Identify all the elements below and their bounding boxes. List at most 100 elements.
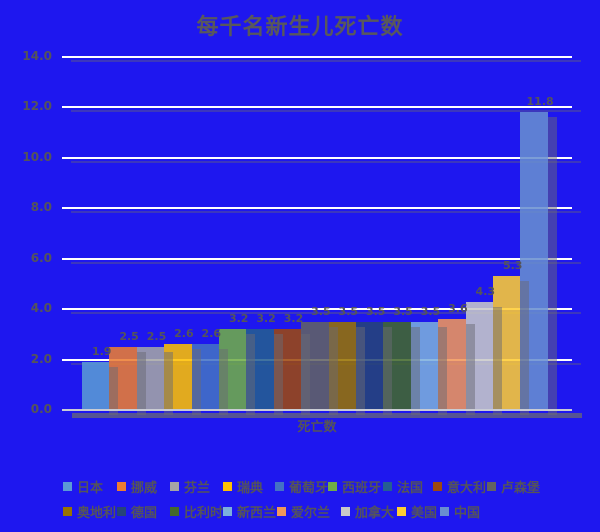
legend-swatch	[170, 482, 179, 491]
data-label: 3.5	[365, 304, 386, 318]
legend-item-葡萄牙: 葡萄牙	[275, 479, 329, 496]
chart-title: 每千名新生儿死亡数	[196, 14, 404, 40]
gridline	[62, 308, 572, 311]
legend-label: 中国	[454, 506, 481, 521]
legend-label: 葡萄牙	[289, 481, 329, 496]
legend-item-法国: 法国	[383, 479, 424, 496]
x-axis-shadow	[72, 413, 582, 418]
legend-item-卢森堡: 卢森堡	[487, 479, 541, 496]
gridline	[62, 207, 572, 210]
y-tick-label: 12.0	[22, 99, 52, 114]
legend-swatch	[487, 482, 496, 491]
legend-item-爱尔兰: 爱尔兰	[277, 504, 331, 521]
data-label: 2.6	[174, 327, 194, 341]
y-tick-label: 10.0	[22, 149, 52, 164]
bar-shadow	[273, 334, 283, 415]
bar-shadow	[219, 349, 228, 415]
bar-日本	[82, 362, 110, 410]
legend-swatch	[117, 507, 126, 516]
legend-label: 挪威	[131, 481, 158, 496]
x-axis-line	[62, 409, 572, 411]
legend-swatch	[328, 482, 337, 491]
legend-label: 日本	[77, 481, 104, 496]
y-tick-label: 4.0	[30, 301, 52, 316]
legend-swatch	[383, 482, 392, 491]
legend-label: 卢森堡	[501, 481, 541, 496]
legend-item-瑞典: 瑞典	[223, 479, 264, 496]
legend-label: 爱尔兰	[291, 506, 331, 521]
legend-item-芬兰: 芬兰	[170, 479, 211, 496]
data-label: 3.5	[420, 304, 441, 318]
data-label: 3.6	[448, 302, 468, 316]
legend-swatch	[397, 507, 406, 516]
legend-label: 芬兰	[184, 481, 211, 496]
legend-label: 西班牙	[342, 481, 382, 496]
legend-swatch	[277, 507, 286, 516]
legend-swatch	[170, 507, 179, 516]
y-tick-label: 14.0	[22, 49, 52, 63]
bar-shadow	[246, 334, 256, 415]
bar-shadow	[547, 117, 557, 415]
legend-label: 德国	[131, 506, 158, 521]
bar-shadow	[383, 326, 393, 415]
data-label: 1.9	[91, 345, 112, 359]
bar-shadow	[356, 326, 365, 415]
legend-swatch	[223, 507, 232, 516]
legend-label: 奥地利	[77, 506, 117, 521]
bar-shadow	[301, 334, 311, 415]
y-tick-label: 0.0	[30, 402, 52, 416]
y-tick-label: 8.0	[30, 200, 52, 215]
legend-item-新西兰: 新西兰	[223, 504, 277, 521]
bar-shadow	[109, 367, 119, 415]
legend-swatch	[275, 482, 284, 491]
x-axis-title: 死亡数	[297, 420, 337, 435]
bar-shadow	[493, 306, 502, 415]
legend-item-奥地利: 奥地利	[63, 504, 117, 521]
y-tick-label: 6.0	[30, 250, 52, 265]
legend-label: 新西兰	[237, 506, 277, 521]
bar-shadow	[164, 351, 174, 415]
bar-shadow	[438, 326, 448, 415]
bar-shadow	[520, 281, 530, 415]
data-label: 11.8	[526, 95, 554, 109]
data-label: 5.3	[502, 259, 523, 273]
data-label: 2.5	[119, 329, 139, 343]
data-label: 4.3	[475, 284, 496, 298]
legend-item-挪威: 挪威	[117, 479, 158, 496]
legend-item-日本: 日本	[63, 479, 104, 496]
gridline	[62, 156, 572, 159]
legend-label: 意大利	[447, 481, 487, 496]
legend-swatch	[117, 482, 126, 491]
data-label: 2.6	[201, 327, 222, 341]
gridline	[62, 56, 572, 58]
bar-shadow	[465, 324, 475, 415]
bar-shadow	[410, 326, 420, 415]
legend-label: 瑞典	[237, 481, 264, 496]
data-label: 2.5	[146, 329, 167, 343]
legend-label: 加拿大	[355, 506, 395, 521]
gridline	[62, 257, 572, 260]
bar-shadow	[136, 351, 146, 415]
y-tick-label: 2.0	[30, 351, 52, 366]
legend-swatch	[63, 482, 72, 491]
data-label: 3.5	[393, 304, 413, 318]
legend-label: 法国	[397, 481, 424, 496]
data-label: 3.2	[256, 312, 276, 326]
data-label: 3.5	[311, 304, 331, 318]
gridline	[62, 106, 572, 109]
legend-label: 美国	[411, 506, 438, 521]
legend-swatch	[223, 482, 232, 491]
legend-item-比利时: 比利时	[170, 504, 223, 521]
legend-item-德国: 德国	[117, 504, 158, 521]
bar-shadow	[191, 349, 201, 415]
legend-swatch	[341, 507, 350, 516]
legend-item-加拿大: 加拿大	[341, 504, 395, 521]
data-label: 3.5	[338, 304, 359, 318]
legend-item-中国: 中国	[440, 504, 481, 521]
legend-swatch	[433, 482, 442, 491]
legend-swatch	[63, 507, 72, 516]
legend-item-美国: 美国	[397, 504, 438, 521]
legend-item-意大利: 意大利	[433, 479, 487, 496]
legend-swatch	[440, 507, 449, 516]
data-label: 3.2	[228, 312, 249, 326]
